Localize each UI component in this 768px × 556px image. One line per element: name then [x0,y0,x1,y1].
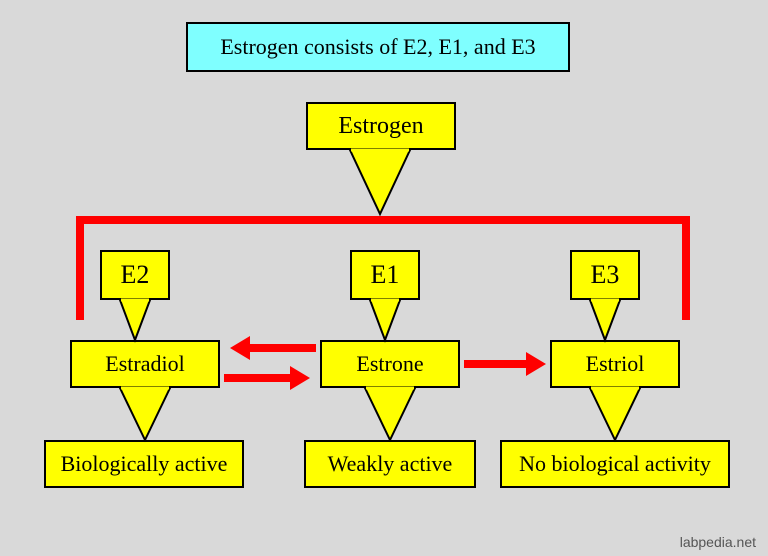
node-e3-code: E3 [570,250,640,300]
attribution-text: labpedia.net [680,534,756,550]
node-e3-code-label: E3 [591,260,620,290]
node-e3-desc: No biological activity [500,440,730,488]
node-e1-code-label: E1 [371,260,400,290]
node-estrogen: Estrogen [306,102,456,150]
node-estradiol: Estradiol [70,340,220,388]
node-e1-desc-label: Weakly active [328,451,453,477]
node-e2-desc-label: Biologically active [61,451,228,477]
diagram-canvas: Estrogen consists of E2, E1, and E3 Estr… [0,0,768,556]
diagram-title-text: Estrogen consists of E2, E1, and E3 [220,34,535,60]
node-e1-desc: Weakly active [304,440,476,488]
node-e2-code-label: E2 [121,260,150,290]
node-estrone-label: Estrone [356,351,423,377]
node-estrone: Estrone [320,340,460,388]
node-estriol-label: Estriol [586,351,645,377]
node-estrogen-label: Estrogen [338,113,423,140]
node-e2-code: E2 [100,250,170,300]
node-estriol: Estriol [550,340,680,388]
node-e2-desc: Biologically active [44,440,244,488]
diagram-title: Estrogen consists of E2, E1, and E3 [186,22,570,72]
node-estradiol-label: Estradiol [105,351,184,377]
node-e1-code: E1 [350,250,420,300]
node-e3-desc-label: No biological activity [519,451,711,477]
